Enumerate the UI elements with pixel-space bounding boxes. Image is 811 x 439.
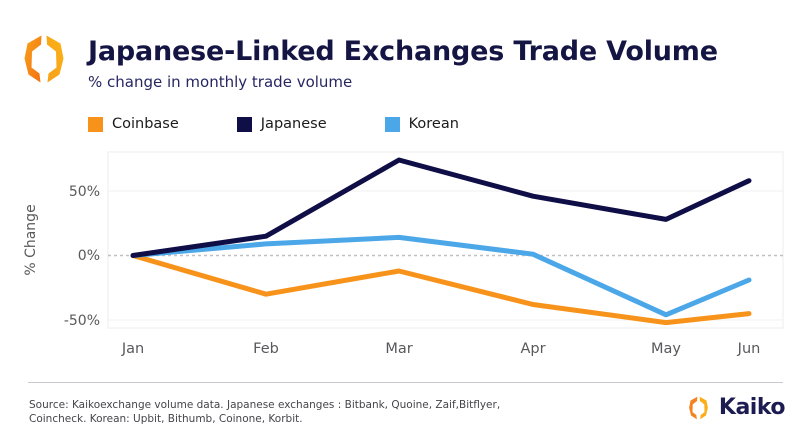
chart-plot-area: 50% 0% -50% % Change Jan Feb Mar Apr May…: [0, 148, 811, 373]
chart-header: Japanese-Linked Exchanges Trade Volume %…: [0, 0, 811, 108]
page-subtitle: % change in monthly trade volume: [88, 73, 353, 91]
y-axis-title: % Change: [23, 204, 39, 275]
legend-label-coinbase: Coinbase: [112, 116, 179, 132]
series-line-korean: [130, 234, 752, 318]
legend-swatch-coinbase: [88, 116, 103, 132]
y-tick-label-minus50: -50%: [64, 313, 100, 329]
legend-swatch-korean: [384, 116, 400, 132]
legend-item-coinbase[interactable]: Coinbase: [88, 116, 179, 132]
plot-background: [107, 151, 784, 329]
y-axis-ticks: 50% 0% -50%: [64, 184, 100, 329]
x-tick-label-may: May: [651, 341, 681, 357]
title-block: Japanese-Linked Exchanges Trade Volume %…: [88, 36, 718, 92]
chart-footer: Source: Kaikoexchange volume data. Japan…: [0, 382, 811, 439]
footer-brand: Kaiko: [686, 395, 786, 421]
page-title: Japanese-Linked Exchanges Trade Volume: [88, 36, 718, 67]
kaiko-hexagon-logo-icon: [686, 395, 711, 421]
kaiko-hexagon-logo-icon: [18, 32, 70, 86]
source-note: Source: Kaikoexchange volume data. Japan…: [29, 399, 501, 425]
series-line-coinbase: [130, 253, 752, 326]
x-axis-ticks: Jan Feb Mar Apr May Jun: [121, 341, 761, 357]
brand-wordmark: Kaiko: [718, 395, 786, 420]
line-chart-svg: 50% 0% -50% % Change Jan Feb Mar Apr May…: [23, 151, 784, 357]
chart-legend: Coinbase Japanese Korean: [88, 113, 517, 135]
legend-swatch-japanese: [236, 116, 252, 132]
x-tick-label-jun: Jun: [737, 341, 761, 357]
x-tick-label-jan: Jan: [121, 341, 144, 357]
legend-label-korean: Korean: [408, 116, 459, 132]
x-tick-label-feb: Feb: [253, 341, 279, 357]
legend-item-korean[interactable]: Korean: [384, 116, 459, 132]
footer-divider: [28, 382, 783, 383]
x-tick-label-mar: Mar: [385, 341, 412, 357]
legend-label-japanese: Japanese: [260, 116, 327, 132]
y-tick-label-0: 0%: [78, 248, 100, 264]
legend-item-japanese[interactable]: Japanese: [236, 116, 327, 132]
x-tick-label-apr: Apr: [520, 341, 545, 357]
y-tick-label-50: 50%: [69, 184, 100, 200]
series-line-japanese: [130, 157, 752, 258]
